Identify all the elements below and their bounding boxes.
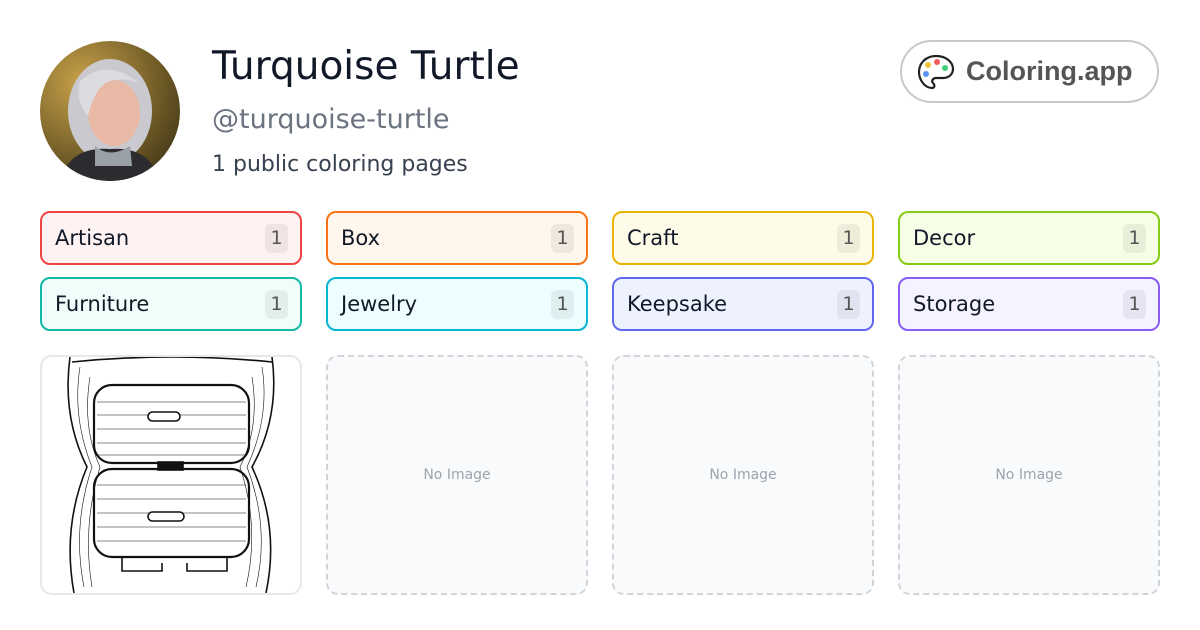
tag-count: 1 <box>551 223 574 253</box>
coloring-page-placeholder[interactable]: No Image <box>326 355 588 595</box>
tag-count: 1 <box>837 289 860 319</box>
tag-jewelry[interactable]: Jewelry 1 <box>326 277 588 331</box>
tag-storage[interactable]: Storage 1 <box>898 277 1160 331</box>
brand-label: Coloring.app <box>966 56 1133 86</box>
coloring-page-placeholder[interactable]: No Image <box>612 355 874 595</box>
tag-count: 1 <box>551 289 574 319</box>
tag-label: Furniture <box>55 292 150 316</box>
tag-label: Craft <box>627 226 679 250</box>
tag-count: 1 <box>265 289 288 319</box>
coloring-page-placeholder[interactable]: No Image <box>898 355 1160 595</box>
tag-craft[interactable]: Craft 1 <box>612 211 874 265</box>
tag-count: 1 <box>265 223 288 253</box>
tag-label: Artisan <box>55 226 130 250</box>
tag-box[interactable]: Box 1 <box>326 211 588 265</box>
tag-label: Decor <box>913 226 976 250</box>
no-image-label: No Image <box>423 467 491 483</box>
tag-count: 1 <box>837 223 860 253</box>
coloring-page-thumbnail <box>67 357 275 593</box>
tag-label: Jewelry <box>341 292 418 316</box>
brand-badge[interactable]: Coloring.app <box>900 40 1159 103</box>
tag-label: Keepsake <box>627 292 728 316</box>
tag-artisan[interactable]: Artisan 1 <box>40 211 302 265</box>
page-count: 1 public coloring pages <box>212 152 468 177</box>
tag-keepsake[interactable]: Keepsake 1 <box>612 277 874 331</box>
palette-icon <box>917 54 955 89</box>
profile-handle: @turquoise-turtle <box>212 104 450 135</box>
avatar <box>40 41 180 181</box>
tag-decor[interactable]: Decor 1 <box>898 211 1160 265</box>
tag-label: Box <box>341 226 381 250</box>
no-image-label: No Image <box>995 467 1063 483</box>
profile-name: Turquoise Turtle <box>212 44 520 89</box>
tag-count: 1 <box>1123 223 1146 253</box>
tag-label: Storage <box>913 292 996 316</box>
no-image-label: No Image <box>709 467 777 483</box>
coloring-page-card[interactable] <box>40 355 302 595</box>
tag-furniture[interactable]: Furniture 1 <box>40 277 302 331</box>
tag-count: 1 <box>1123 289 1146 319</box>
